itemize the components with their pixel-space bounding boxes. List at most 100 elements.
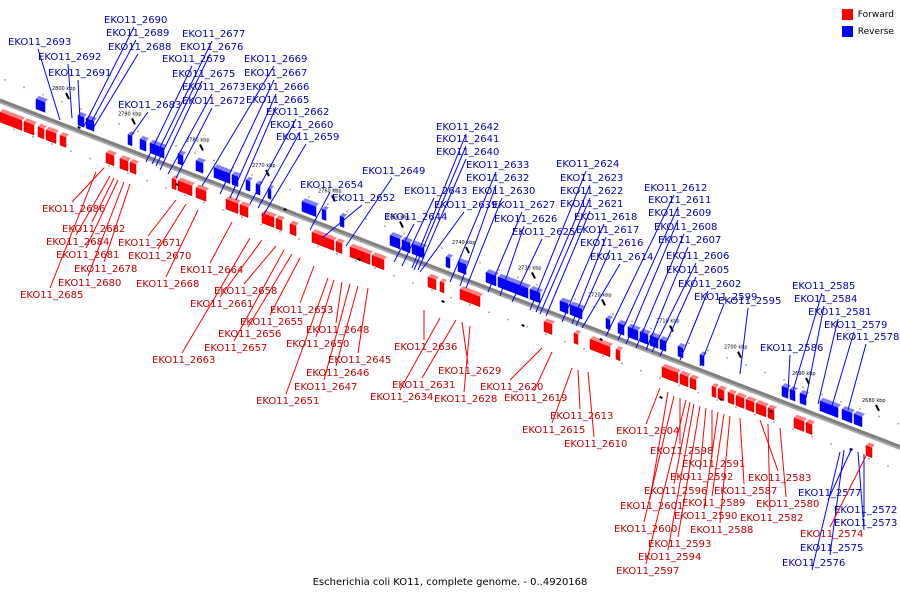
reverse-leader bbox=[87, 39, 137, 129]
tick-label: 2750 kbp bbox=[386, 215, 410, 221]
rail-dot bbox=[374, 267, 376, 270]
forward-gene-label: EKO11_2628 bbox=[434, 394, 497, 405]
rail-dot bbox=[754, 413, 756, 416]
reverse-leader bbox=[465, 197, 503, 289]
forward-gene-top bbox=[240, 201, 251, 208]
forward-gene-top bbox=[178, 177, 195, 186]
reverse-leader bbox=[219, 79, 275, 195]
forward-leader bbox=[759, 419, 779, 472]
reverse-leader bbox=[345, 177, 393, 247]
rail-dot bbox=[887, 464, 889, 467]
forward-leader bbox=[399, 317, 441, 391]
forward-leader bbox=[91, 177, 115, 223]
forward-gene-label: EKO11_2600 bbox=[614, 524, 677, 535]
reverse-leader bbox=[847, 343, 867, 411]
forward-gene-top bbox=[196, 184, 209, 192]
reverse-gene-label: EKO11_2632 bbox=[466, 173, 529, 184]
reverse-gene bbox=[627, 326, 639, 341]
reverse-gene-top bbox=[140, 135, 149, 142]
reverse-leader bbox=[155, 53, 211, 167]
tick-label: 2760 kbp bbox=[318, 188, 342, 194]
rail-dot bbox=[792, 428, 794, 431]
reverse-gene-top bbox=[570, 301, 579, 307]
forward-leader bbox=[463, 325, 471, 393]
forward-gene-label: EKO11_2670 bbox=[128, 251, 191, 262]
tick-mark bbox=[669, 325, 674, 333]
reverse-gene-label: EKO11_2614 bbox=[590, 252, 653, 263]
forward-leader bbox=[181, 237, 251, 354]
legend: Forward Reverse bbox=[841, 6, 894, 40]
reverse-gene-label: EKO11_2693 bbox=[8, 37, 71, 48]
forward-leader bbox=[551, 367, 573, 424]
forward-gene-top bbox=[24, 118, 37, 126]
forward-gene-label: EKO11_2657 bbox=[204, 343, 267, 354]
reverse-gene-label: EKO11_2669 bbox=[244, 54, 307, 65]
legend-item-reverse: Reverse bbox=[841, 23, 894, 40]
rail-dot bbox=[51, 143, 53, 145]
forward-gene-label: EKO11_2685 bbox=[20, 290, 83, 301]
forward-gene-top bbox=[120, 155, 131, 162]
rail-dot bbox=[583, 347, 585, 350]
rail-dot bbox=[602, 355, 604, 358]
minor-feature bbox=[175, 183, 179, 186]
forward-gene bbox=[767, 407, 775, 421]
tick-mark bbox=[737, 351, 742, 359]
tick-mark bbox=[331, 194, 336, 202]
minor-feature bbox=[357, 258, 361, 261]
rail-dot bbox=[80, 108, 82, 111]
forward-gene bbox=[679, 373, 689, 388]
rail-dot bbox=[251, 174, 253, 176]
reverse-gene-top bbox=[402, 236, 413, 243]
forward-gene-top bbox=[662, 363, 681, 374]
reverse-leader bbox=[651, 262, 697, 353]
tick-label: 2680 kbp bbox=[862, 398, 886, 404]
forward-gene-label: EKO11_2588 bbox=[690, 525, 753, 536]
rail-dot bbox=[707, 349, 709, 352]
reverse-leader bbox=[257, 131, 301, 209]
reverse-gene-top bbox=[560, 297, 571, 304]
rail-dot bbox=[317, 245, 319, 248]
rail-dot bbox=[393, 274, 395, 277]
forward-gene bbox=[865, 445, 873, 459]
reverse-gene-label: EKO11_2622 bbox=[560, 186, 623, 197]
forward-gene-label: EKO11_2615 bbox=[522, 425, 585, 436]
rail-dot bbox=[194, 152, 196, 154]
reverse-leader bbox=[419, 211, 465, 273]
tick-label: 2720 kbp bbox=[588, 292, 612, 298]
forward-leader bbox=[577, 369, 581, 410]
forward-gene-label: EKO11_2597 bbox=[616, 566, 679, 577]
rail-dot bbox=[450, 296, 452, 299]
reverse-leader bbox=[659, 276, 697, 357]
forward-gene-label: EKO11_2647 bbox=[294, 382, 357, 393]
reverse-gene-label: EKO11_2626 bbox=[494, 214, 557, 225]
rail-dot bbox=[735, 406, 737, 409]
rail-dot bbox=[365, 218, 367, 220]
rail-dot bbox=[108, 165, 110, 167]
forward-gene bbox=[311, 231, 335, 251]
forward-gene bbox=[439, 281, 445, 294]
reverse-gene-top bbox=[628, 323, 641, 331]
reverse-leader bbox=[575, 249, 611, 327]
rail-dot bbox=[431, 289, 433, 292]
forward-leader bbox=[779, 427, 787, 498]
reverse-leader bbox=[857, 451, 865, 531]
forward-gene bbox=[177, 180, 193, 197]
forward-gene-top bbox=[768, 404, 777, 410]
genome-axis bbox=[0, 98, 900, 448]
rail-dot bbox=[441, 247, 443, 250]
forward-leader bbox=[645, 399, 687, 565]
reverse-gene-label: EKO11_2633 bbox=[466, 160, 529, 171]
reverse-gene-label: EKO11_2683 bbox=[118, 100, 181, 111]
axis-shadow bbox=[0, 100, 900, 450]
reverse-gene bbox=[321, 208, 327, 221]
rail-dot bbox=[23, 86, 25, 89]
forward-gene-label: EKO11_2671 bbox=[118, 238, 181, 249]
rail-dot bbox=[203, 201, 205, 204]
reverse-leader bbox=[787, 354, 791, 393]
reverse-leader bbox=[581, 263, 621, 329]
reverse-swatch bbox=[841, 26, 853, 37]
reverse-leader bbox=[401, 197, 435, 267]
forward-gene-label: EKO11_2619 bbox=[504, 393, 567, 404]
forward-gene-label: EKO11_2601 bbox=[620, 501, 683, 512]
reverse-gene bbox=[485, 271, 497, 287]
